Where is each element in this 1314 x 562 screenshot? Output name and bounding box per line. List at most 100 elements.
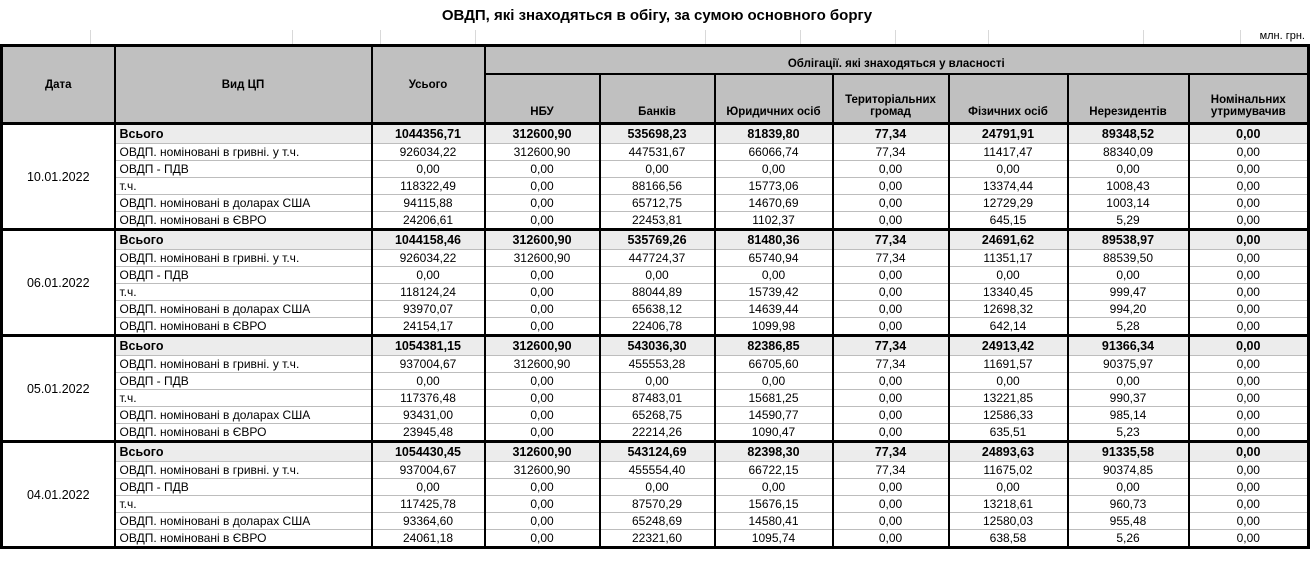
- value-cell: 93970,07: [370, 300, 486, 318]
- table-row: ОВДП. номіновані в доларах США 93364,60 0,…: [2, 512, 1310, 530]
- value-cell: 0,00: [1066, 160, 1190, 178]
- date-cell: 10.01.2022: [0, 122, 116, 230]
- value-cell: 312600,90: [483, 249, 601, 267]
- table-row: ОВДП. номіновані в ЄВРО 23945,48 0,00 22214…: [2, 423, 1310, 442]
- value-cell: 0,00: [483, 529, 601, 548]
- total-row: 05.01.2022 Всього 1054381,15 312600,90 54303…: [0, 334, 1310, 442]
- value-cell: 0,00: [831, 389, 950, 407]
- value-cell: 0,00: [1187, 529, 1310, 548]
- value-cell: 0,00: [947, 160, 1069, 178]
- value-cell: 0,00: [831, 478, 950, 496]
- value-cell: 0,00: [483, 406, 601, 424]
- value-cell: 0,00: [598, 160, 716, 178]
- value-cell: 77,34: [831, 249, 950, 267]
- value-cell: 0,00: [598, 478, 716, 496]
- row-label: ОВДП. номіновані в гривні. у т.ч.: [113, 355, 373, 373]
- value-cell: 77,34: [831, 228, 950, 250]
- value-cell: 0,00: [483, 194, 601, 212]
- value-cell: 82398,30: [713, 440, 834, 462]
- value-cell: 937004,67: [370, 461, 486, 479]
- value-cell: 1003,14: [1066, 194, 1190, 212]
- row-label: ОВДП. номіновані в доларах США: [113, 406, 373, 424]
- value-cell: 0,00: [483, 317, 601, 336]
- value-cell: 81839,80: [713, 122, 834, 144]
- value-cell: 0,00: [1187, 249, 1310, 267]
- row-label: ОВДП - ПДВ: [113, 372, 373, 390]
- date-group: 05.01.2022 Всього 1054381,15 312600,90 54303…: [0, 334, 1310, 442]
- value-cell: 0,00: [1066, 478, 1190, 496]
- value-cell: 65268,75: [598, 406, 716, 424]
- value-cell: 1044158,46: [370, 228, 486, 250]
- table-header: Дата Вид ЦП Усього Облігації. які знаход…: [0, 44, 1310, 125]
- value-cell: 0,00: [831, 406, 950, 424]
- row-label: т.ч.: [113, 495, 373, 513]
- value-cell: 0,00: [713, 160, 834, 178]
- value-cell: 24061,18: [370, 529, 486, 548]
- row-label: ОВДП. номіновані в гривні. у т.ч.: [113, 143, 373, 161]
- value-cell: 937004,67: [370, 355, 486, 373]
- value-cell: 0,00: [713, 266, 834, 284]
- value-cell: 447724,37: [598, 249, 716, 267]
- value-cell: 0,00: [1187, 389, 1310, 407]
- value-cell: 5,26: [1066, 529, 1190, 548]
- row-label: Всього: [113, 228, 373, 250]
- value-cell: 312600,90: [483, 228, 601, 250]
- value-cell: 66722,15: [713, 461, 834, 479]
- value-cell: 990,37: [1066, 389, 1190, 407]
- value-cell: 77,34: [831, 440, 950, 462]
- value-cell: 642,14: [947, 317, 1069, 336]
- value-cell: 0,00: [947, 266, 1069, 284]
- header-owner-legal-entities: Юридичних осіб: [713, 72, 834, 125]
- gridline: [292, 30, 293, 44]
- value-cell: 0,00: [483, 300, 601, 318]
- value-cell: 88166,56: [598, 177, 716, 195]
- value-cell: 447531,67: [598, 143, 716, 161]
- value-cell: 0,00: [483, 495, 601, 513]
- value-cell: 24691,62: [947, 228, 1069, 250]
- value-cell: 0,00: [1066, 372, 1190, 390]
- value-cell: 12586,33: [947, 406, 1069, 424]
- value-cell: 0,00: [831, 372, 950, 390]
- value-cell: 5,28: [1066, 317, 1190, 336]
- value-cell: 312600,90: [483, 334, 601, 356]
- value-cell: 543124,69: [598, 440, 716, 462]
- value-cell: 0,00: [831, 266, 950, 284]
- value-cell: 0,00: [713, 372, 834, 390]
- row-label: ОВДП - ПДВ: [113, 266, 373, 284]
- value-cell: 0,00: [1187, 512, 1310, 530]
- value-cell: 635,51: [947, 423, 1069, 442]
- table-row: т.ч. 118124,24 0,00 88044,89 15739,42 0,00 133…: [2, 283, 1310, 301]
- header-owner-territorial-communities: Територіальних громад: [831, 72, 950, 125]
- value-cell: 0,00: [1187, 495, 1310, 513]
- value-cell: 14670,69: [713, 194, 834, 212]
- value-cell: 12729,29: [947, 194, 1069, 212]
- value-cell: 66066,74: [713, 143, 834, 161]
- row-label: ОВДП - ПДВ: [113, 478, 373, 496]
- value-cell: 455554,40: [598, 461, 716, 479]
- value-cell: 1102,37: [713, 211, 834, 230]
- value-cell: 455553,28: [598, 355, 716, 373]
- value-cell: 22406,78: [598, 317, 716, 336]
- value-cell: 91335,58: [1066, 440, 1190, 462]
- value-cell: 14639,44: [713, 300, 834, 318]
- row-label: ОВДП. номіновані в доларах США: [113, 194, 373, 212]
- value-cell: 88340,09: [1066, 143, 1190, 161]
- value-cell: 0,00: [1187, 372, 1310, 390]
- value-cell: 90375,97: [1066, 355, 1190, 373]
- value-cell: 5,29: [1066, 211, 1190, 230]
- header-owner-banks: Банків: [598, 72, 716, 125]
- bonds-table: Дата Вид ЦП Усього Облігації. які знаход…: [0, 44, 1311, 549]
- gridline: [800, 30, 801, 44]
- table-row: ОВДП. номіновані в гривні. у т.ч. 937004,…: [2, 355, 1310, 373]
- value-cell: 0,00: [1187, 355, 1310, 373]
- value-cell: 22321,60: [598, 529, 716, 548]
- table-row: ОВДП. номіновані в доларах США 93970,07 0,…: [2, 300, 1310, 318]
- total-row: 06.01.2022 Всього 1044158,46 312600,90 53576…: [0, 228, 1310, 336]
- row-label: т.ч.: [113, 283, 373, 301]
- value-cell: 0,00: [1187, 177, 1310, 195]
- value-cell: 87483,01: [598, 389, 716, 407]
- value-cell: 0,00: [1187, 461, 1310, 479]
- value-cell: 118124,24: [370, 283, 486, 301]
- value-cell: 117425,78: [370, 495, 486, 513]
- value-cell: 0,00: [598, 266, 716, 284]
